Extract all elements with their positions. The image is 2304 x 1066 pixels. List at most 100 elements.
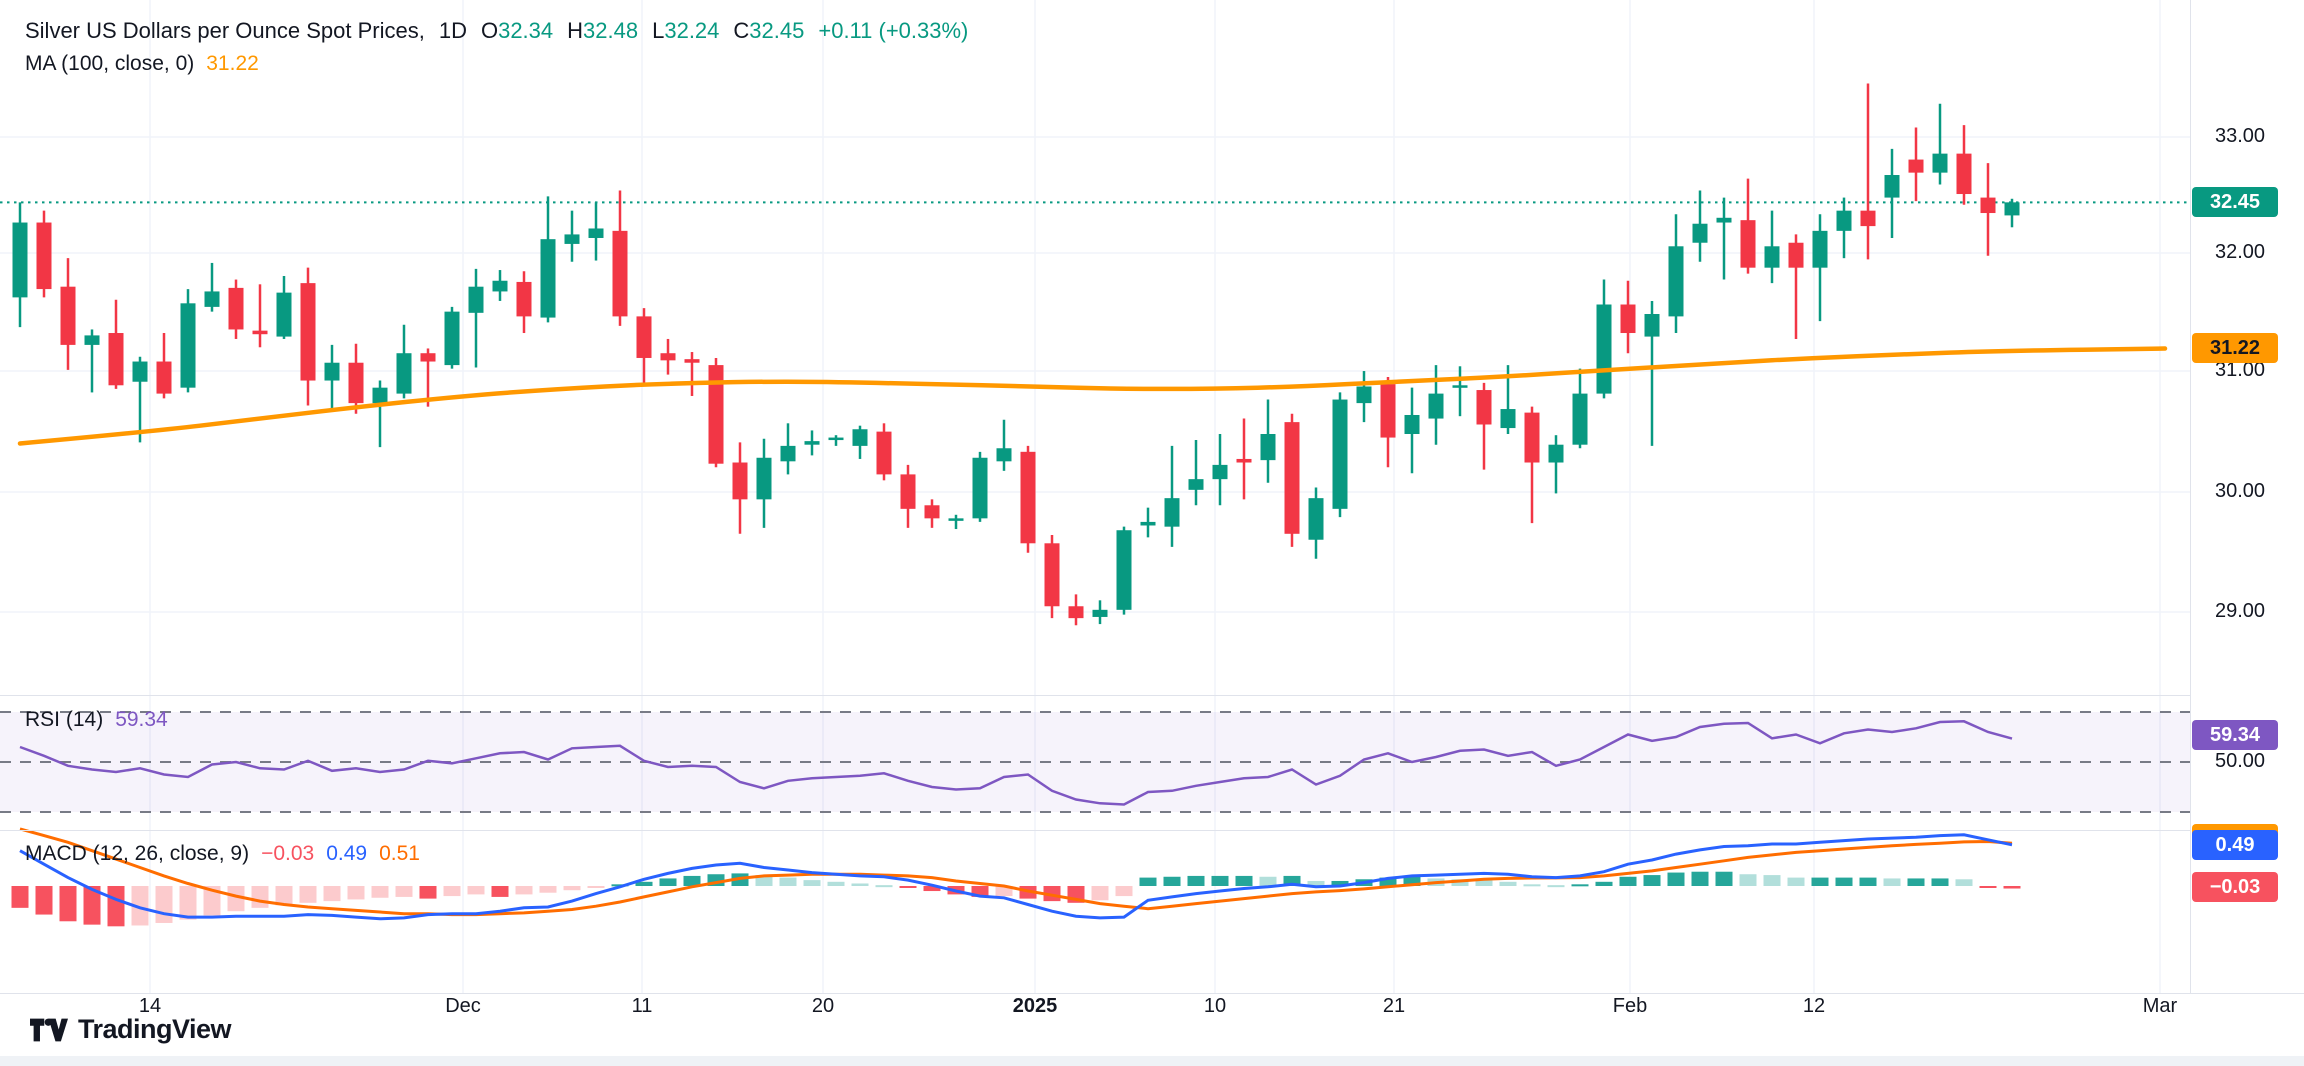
candle[interactable] xyxy=(1356,371,1372,423)
macd-hist-bar[interactable] xyxy=(899,886,917,888)
candle[interactable] xyxy=(1476,382,1492,470)
macd-hist-bar[interactable] xyxy=(1859,877,1877,886)
candle[interactable] xyxy=(540,196,556,323)
candle[interactable] xyxy=(1884,148,1900,238)
candle[interactable] xyxy=(780,423,796,475)
candle[interactable] xyxy=(1980,163,1996,256)
candle[interactable] xyxy=(1644,300,1660,446)
candle[interactable] xyxy=(1188,439,1204,506)
macd-hist-bar[interactable] xyxy=(1907,878,1925,886)
macd-hist-bar[interactable] xyxy=(1931,878,1949,886)
macd-hist-bar[interactable] xyxy=(1307,880,1325,886)
candle[interactable] xyxy=(1692,190,1708,262)
candle[interactable] xyxy=(1836,197,1852,259)
candle[interactable] xyxy=(1932,103,1948,185)
macd-hist-bar[interactable] xyxy=(347,886,365,900)
macd-hist-bar[interactable] xyxy=(971,886,989,897)
ma100-line[interactable] xyxy=(17,346,2168,446)
candle[interactable] xyxy=(828,435,844,446)
ma-indicator-legend[interactable]: MA (100, close, 0) 31.22 xyxy=(25,52,259,76)
candle[interactable] xyxy=(588,202,604,261)
macd-hist-bar[interactable] xyxy=(1379,877,1397,886)
macd-hist-bar[interactable] xyxy=(1739,874,1757,886)
candle[interactable] xyxy=(612,190,628,326)
candle[interactable] xyxy=(420,348,436,407)
macd-hist-bar[interactable] xyxy=(587,886,605,888)
macd-main-line[interactable] xyxy=(19,833,2013,921)
pane-separator-rsi[interactable] xyxy=(0,695,2190,696)
macd-hist-bar[interactable] xyxy=(1691,871,1709,886)
macd-hist-bar[interactable] xyxy=(1643,875,1661,886)
macd-hist-bar[interactable] xyxy=(563,886,581,891)
symbol-header[interactable]: Silver US Dollars per Ounce Spot Prices,… xyxy=(25,18,968,44)
candle[interactable] xyxy=(1380,376,1396,468)
macd-hist-bar[interactable] xyxy=(755,875,773,886)
macd-hist-bar[interactable] xyxy=(707,874,725,886)
macd-hist-bar[interactable] xyxy=(923,886,941,892)
candle[interactable] xyxy=(1524,406,1540,524)
macd-hist-bar[interactable] xyxy=(1835,877,1853,886)
macd-hist-bar[interactable] xyxy=(107,886,125,927)
macd-hist-bar[interactable] xyxy=(443,886,461,897)
macd-hist-bar[interactable] xyxy=(1499,881,1517,886)
macd-hist-bar[interactable] xyxy=(1331,880,1349,886)
macd-hist-bar[interactable] xyxy=(467,886,485,895)
candle[interactable] xyxy=(1044,534,1060,619)
macd-hist-bar[interactable] xyxy=(11,886,29,908)
candle[interactable] xyxy=(924,499,940,528)
candle[interactable] xyxy=(756,438,772,528)
candle[interactable] xyxy=(12,202,28,328)
candle[interactable] xyxy=(1068,594,1084,626)
candle[interactable] xyxy=(372,380,388,448)
macd-signal-line[interactable] xyxy=(19,827,2013,917)
candle[interactable] xyxy=(1116,526,1132,615)
tradingview-logo[interactable]: TradingView xyxy=(30,1014,232,1045)
candle[interactable] xyxy=(1164,445,1180,547)
macd-hist-bar[interactable] xyxy=(1547,885,1565,888)
candle[interactable] xyxy=(1092,600,1108,625)
candle[interactable] xyxy=(252,284,268,348)
macd-hist-bar[interactable] xyxy=(251,886,269,908)
candle[interactable] xyxy=(156,333,172,399)
candle[interactable] xyxy=(1764,210,1780,284)
candle[interactable] xyxy=(684,352,700,396)
macd-hist-bar[interactable] xyxy=(1211,875,1229,886)
candle[interactable] xyxy=(348,343,364,414)
candle[interactable] xyxy=(1668,214,1684,334)
candle[interactable] xyxy=(1284,413,1300,547)
macd-hist-bar[interactable] xyxy=(419,886,437,899)
macd-hist-bar[interactable] xyxy=(83,886,101,925)
macd-hist-bar[interactable] xyxy=(1715,871,1733,886)
macd-hist-bar[interactable] xyxy=(227,886,245,912)
candle[interactable] xyxy=(60,258,76,370)
macd-hist-bar[interactable] xyxy=(155,886,173,923)
macd-hist-bar[interactable] xyxy=(1451,879,1469,886)
candle[interactable] xyxy=(948,514,964,530)
rsi-indicator-legend[interactable]: RSI (14) 59.34 xyxy=(25,708,168,732)
candle[interactable] xyxy=(1860,83,1876,260)
macd-hist-bar[interactable] xyxy=(1883,878,1901,886)
macd-hist-bar[interactable] xyxy=(299,886,317,903)
macd-hist-bar[interactable] xyxy=(1955,879,1973,886)
candle[interactable] xyxy=(1620,280,1636,354)
macd-hist-bar[interactable] xyxy=(371,886,389,898)
macd-hist-bar[interactable] xyxy=(179,886,197,920)
macd-hist-bar[interactable] xyxy=(803,880,821,886)
candle[interactable] xyxy=(228,279,244,339)
candle[interactable] xyxy=(1332,392,1348,518)
macd-hist-bar[interactable] xyxy=(539,886,557,893)
candle[interactable] xyxy=(1572,368,1588,449)
macd-hist-bar[interactable] xyxy=(203,886,221,916)
macd-hist-bar[interactable] xyxy=(851,883,869,886)
candle[interactable] xyxy=(1452,366,1468,417)
candle[interactable] xyxy=(324,344,340,412)
candle[interactable] xyxy=(108,299,124,389)
rsi-line[interactable] xyxy=(19,720,2013,806)
macd-hist-bar[interactable] xyxy=(635,881,653,886)
candle[interactable] xyxy=(564,210,580,262)
macd-hist-bar[interactable] xyxy=(779,877,797,886)
macd-hist-bar[interactable] xyxy=(59,886,77,922)
candle[interactable] xyxy=(972,451,988,522)
candle[interactable] xyxy=(444,306,460,369)
